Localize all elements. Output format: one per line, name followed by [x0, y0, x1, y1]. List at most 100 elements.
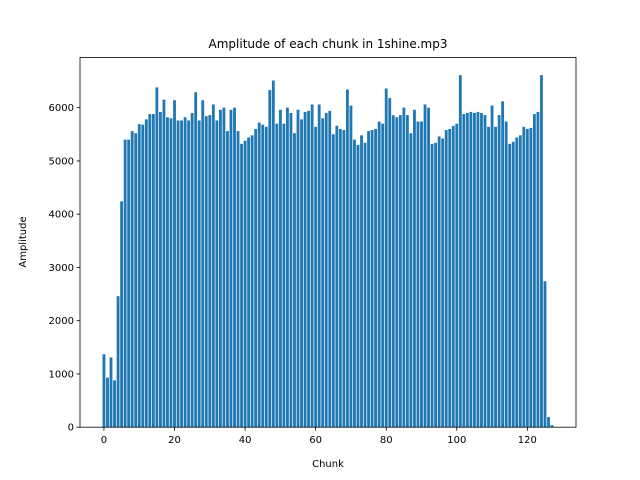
bar [515, 137, 519, 428]
bar [413, 109, 416, 428]
bar [525, 128, 529, 428]
bar [310, 104, 314, 428]
bar [197, 120, 201, 428]
y-axis-label: Amplitude [18, 216, 29, 267]
bar [162, 99, 166, 428]
bar [398, 115, 402, 428]
bar [293, 133, 296, 428]
bar [536, 111, 540, 428]
bar [130, 131, 134, 428]
bar [289, 112, 293, 428]
bar [250, 135, 254, 428]
bar [384, 88, 388, 428]
bar [448, 128, 452, 428]
bar [473, 112, 476, 428]
bar [430, 143, 434, 428]
bar [194, 92, 198, 428]
bar [367, 131, 370, 428]
bar [540, 75, 543, 428]
bar [127, 139, 131, 428]
bar [282, 123, 286, 428]
bar [377, 121, 381, 428]
bar [455, 123, 459, 428]
bar [480, 112, 483, 428]
bar [497, 115, 501, 428]
bar [183, 117, 187, 428]
bar [169, 118, 173, 428]
bar [275, 123, 279, 428]
bar [405, 115, 409, 428]
bar [261, 124, 265, 428]
bar [176, 120, 180, 428]
plot-frame [79, 57, 577, 428]
bar [374, 128, 378, 428]
bar [345, 89, 349, 428]
bar [331, 134, 335, 428]
bar [532, 114, 536, 428]
bar [462, 114, 466, 428]
bar [307, 110, 311, 428]
bar [423, 104, 427, 428]
bar [268, 90, 272, 428]
bar [342, 130, 346, 428]
bar [254, 128, 258, 428]
bar [141, 124, 145, 428]
bar [504, 121, 508, 428]
bar [465, 112, 469, 428]
x-tick-label: 40 [239, 435, 252, 446]
y-tick-label: 1000 [49, 369, 74, 380]
bar [247, 137, 251, 428]
bar [360, 135, 363, 428]
bar [543, 281, 547, 428]
bar [409, 133, 413, 428]
bar [240, 143, 243, 428]
bar [511, 141, 515, 428]
y-tick-label: 5000 [49, 156, 74, 167]
bar [550, 425, 554, 428]
bar [338, 128, 342, 428]
y-tick-label: 4000 [49, 210, 74, 221]
bar [321, 118, 325, 428]
bar [381, 123, 385, 428]
x-tick-label: 0 [101, 435, 107, 446]
bar [116, 296, 120, 428]
bar [134, 133, 138, 428]
bar [476, 111, 480, 428]
x-tick-label: 100 [447, 435, 466, 446]
bar [363, 142, 367, 428]
bar [349, 105, 353, 428]
bar [434, 142, 438, 428]
bar [173, 100, 176, 428]
bar [106, 377, 109, 428]
bar [222, 107, 226, 428]
y-tick-label: 0 [68, 423, 74, 434]
bar [303, 111, 307, 428]
x-tick-label: 120 [518, 435, 537, 446]
bar [158, 111, 162, 428]
bar [148, 114, 152, 428]
bar [441, 138, 445, 428]
x-tick-label: 60 [309, 435, 322, 446]
bar [236, 131, 240, 428]
bar [420, 121, 423, 428]
bar [166, 117, 169, 428]
bar [469, 111, 473, 428]
bar [208, 115, 212, 428]
bar [508, 143, 512, 428]
bar [487, 126, 490, 428]
x-tick-label: 20 [168, 435, 181, 446]
bar [296, 109, 300, 428]
bar [518, 135, 522, 428]
bar [187, 120, 191, 428]
bar [218, 109, 222, 428]
bar [155, 87, 159, 428]
bar [257, 122, 261, 428]
bar [328, 110, 332, 428]
bar [522, 126, 526, 428]
bar [233, 107, 236, 428]
bar [102, 354, 106, 428]
bar [314, 126, 318, 428]
bar [271, 80, 275, 428]
chart-title: Amplitude of each chunk in 1shine.mp3 [209, 37, 448, 51]
